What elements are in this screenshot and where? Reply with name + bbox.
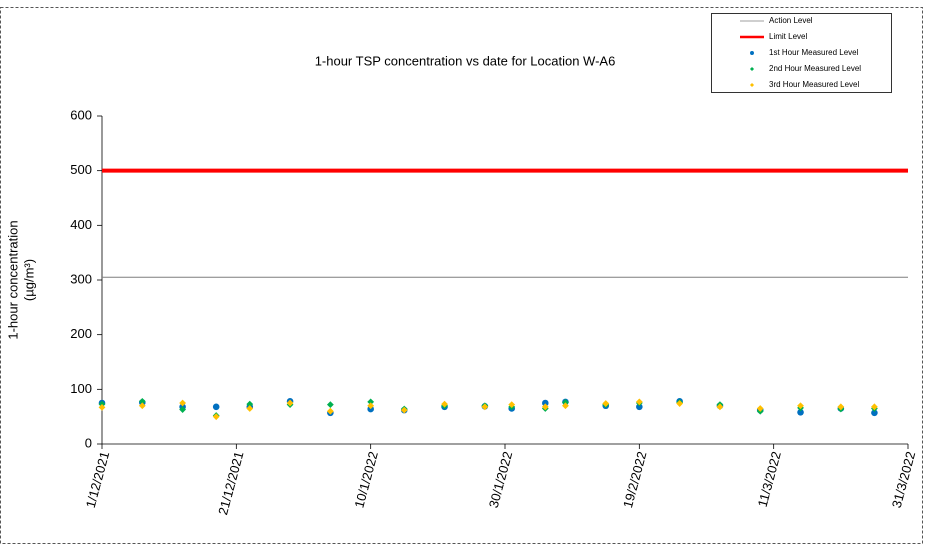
data-point xyxy=(635,398,643,406)
chart-title: 1-hour TSP concentration vs date for Loc… xyxy=(315,53,616,68)
y-tick-label: 300 xyxy=(70,271,92,286)
legend-marker xyxy=(750,51,754,55)
y-tick-label: 500 xyxy=(70,162,92,177)
data-point xyxy=(636,403,643,411)
data-point xyxy=(246,405,254,412)
data-point xyxy=(756,405,764,412)
data-point xyxy=(246,400,254,408)
data-point xyxy=(508,401,516,409)
x-tick-label: 21/12/2021 xyxy=(215,450,246,517)
data-point xyxy=(326,401,334,409)
data-point xyxy=(138,402,146,410)
legend-text: Limit Level xyxy=(769,32,807,41)
x-tick-label: 1/12/2021 xyxy=(83,450,112,510)
data-point xyxy=(562,402,569,410)
y-tick-label: 200 xyxy=(70,326,92,341)
y-axis-label: 1-hour concentration xyxy=(5,220,20,339)
frame xyxy=(0,7,923,544)
y-tick-label: 100 xyxy=(70,381,92,396)
x-tick-label: 11/3/2022 xyxy=(755,450,784,509)
data-point xyxy=(676,400,684,407)
legend-text: 1st Hour Measured Level xyxy=(769,48,859,57)
data-point xyxy=(367,402,375,410)
y-tick-label: 400 xyxy=(70,217,92,232)
data-point xyxy=(871,409,878,417)
data-point xyxy=(326,407,334,415)
data-point xyxy=(179,406,186,413)
x-tick-label: 31/3/2022 xyxy=(889,450,918,510)
y-tick-label: 600 xyxy=(70,107,92,122)
data-point xyxy=(837,403,845,411)
legend-text: 3rd Hour Measured Level xyxy=(769,80,859,89)
data-point xyxy=(602,400,610,407)
data-point xyxy=(138,397,146,405)
data-point xyxy=(542,399,549,407)
data-point xyxy=(98,403,106,411)
data-point xyxy=(400,406,408,414)
data-point xyxy=(797,408,804,416)
legend-text: 2nd Hour Measured Level xyxy=(769,64,861,73)
data-point xyxy=(212,413,220,421)
data-point xyxy=(716,403,724,411)
data-point xyxy=(367,398,375,406)
data-point xyxy=(441,400,448,408)
data-point xyxy=(541,403,549,411)
data-point xyxy=(797,402,804,410)
y-axis-label: (µg/m³) xyxy=(21,259,36,301)
x-tick-label: 10/1/2022 xyxy=(351,450,380,510)
data-point xyxy=(871,403,878,411)
legend-text: Action Level xyxy=(769,16,813,25)
y-tick-label: 0 xyxy=(85,435,92,450)
legend-box xyxy=(711,13,892,93)
data-point xyxy=(481,403,489,411)
x-tick-label: 19/2/2022 xyxy=(620,450,649,510)
x-tick-label: 30/1/2022 xyxy=(486,450,515,510)
data-point xyxy=(179,399,186,407)
data-point xyxy=(286,399,294,407)
data-point xyxy=(212,403,220,411)
